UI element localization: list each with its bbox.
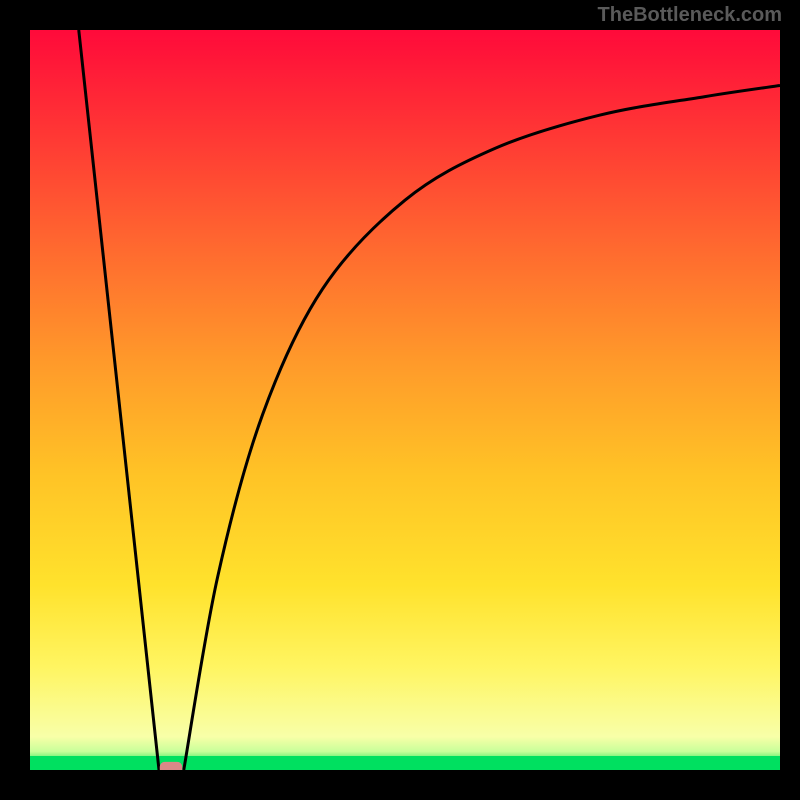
plot-area: [30, 30, 780, 770]
chart-svg: [30, 30, 780, 770]
bottom-band: [30, 756, 780, 770]
minimum-marker: [160, 762, 183, 770]
watermark-text: TheBottleneck.com: [598, 4, 782, 27]
gradient-background: [30, 30, 780, 770]
chart-container: TheBottleneck.com: [0, 0, 800, 800]
